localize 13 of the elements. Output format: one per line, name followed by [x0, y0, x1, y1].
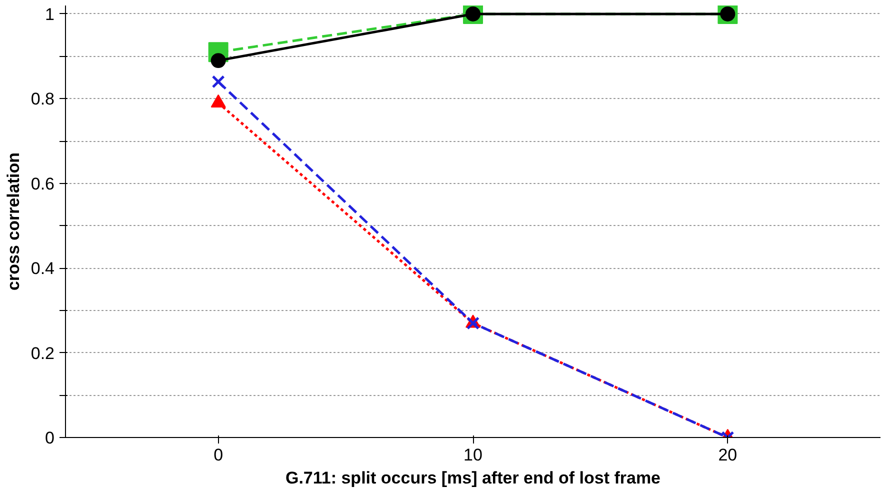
x-tick-label: 0 [214, 446, 224, 464]
point [210, 53, 226, 68]
y-tick-label: 0.6 [30, 174, 55, 194]
y-tick-label: 0.2 [30, 344, 55, 363]
y-tick-label: 0.4 [30, 259, 55, 278]
point [212, 75, 225, 88]
y-tick-label: 1 [45, 4, 55, 24]
x-tick-label: 20 [718, 446, 738, 464]
y-tick-label: 0 [45, 428, 55, 448]
y-axis-title: cross correlation [4, 152, 23, 290]
y-tick-label: 0.8 [30, 90, 55, 109]
x-axis-title: G.711: split occurs [ms] after end of lost frame [285, 468, 661, 488]
x-tick-label: 10 [464, 446, 482, 464]
